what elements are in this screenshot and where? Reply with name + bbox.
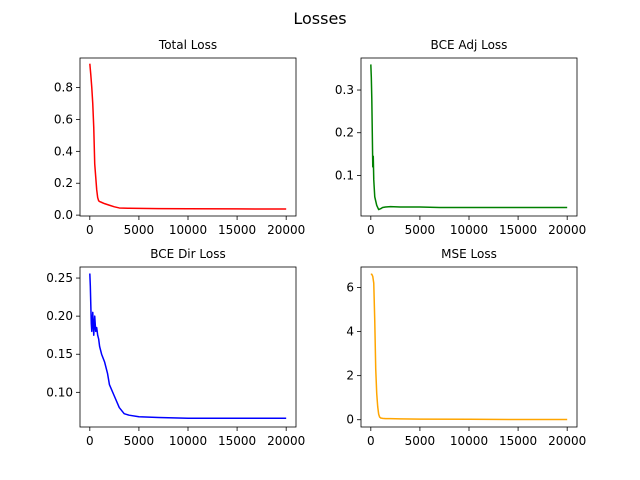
y-tick-label: 0.2 — [335, 126, 354, 140]
x-tick-label: 0 — [86, 434, 94, 448]
x-tick-label: 10000 — [169, 223, 207, 237]
x-tick-label: 20000 — [267, 434, 305, 448]
x-tick-label: 20000 — [267, 223, 305, 237]
subplot-4: MSE Loss 0 5000 10000 15000 20000 0 2 4 6 — [346, 247, 586, 448]
subplot-2: BCE Adj Loss 0 5000 10000 15000 20000 0.1 0.2 0.… — [335, 38, 586, 237]
y-tick-label: 0.15 — [46, 347, 73, 361]
x-tick-label: 10000 — [450, 434, 488, 448]
subplot-title: BCE Adj Loss — [431, 38, 508, 52]
x-tick-label: 0 — [367, 434, 375, 448]
subplot-1: Total Loss 0 5000 10000 15000 20000 0.0 0.2 0.4 0… — [54, 38, 305, 237]
y-tick-label: 0.8 — [54, 81, 73, 95]
axes-frame — [360, 57, 578, 217]
y-tick-label: 0.10 — [46, 385, 73, 399]
y-tick-label: 0.6 — [54, 112, 73, 126]
y-tick-label: 6 — [346, 280, 354, 294]
y-tick-label: 0.0 — [54, 208, 73, 222]
x-tick-label: 15000 — [218, 223, 256, 237]
x-tick-label: 5000 — [405, 223, 436, 237]
x-tick-label: 5000 — [124, 223, 155, 237]
x-tick-label: 0 — [86, 223, 94, 237]
axes-frame — [360, 266, 578, 428]
series-line — [89, 63, 287, 210]
y-tick-label: 4 — [346, 325, 354, 339]
y-tick-label: 0 — [346, 413, 354, 427]
x-tick-label: 10000 — [169, 434, 207, 448]
subplot-title: BCE Dir Loss — [150, 247, 225, 261]
y-tick-label: 0.2 — [54, 176, 73, 190]
x-tick-label: 15000 — [499, 434, 537, 448]
axes-frame — [79, 266, 297, 428]
x-tick-label: 5000 — [405, 434, 436, 448]
x-tick-label: 15000 — [499, 223, 537, 237]
subplot-3: BCE Dir Loss 0 5000 10000 15000 20000 0.10 0.15… — [46, 247, 305, 448]
y-tick-label: 0.4 — [54, 144, 73, 158]
y-tick-label: 0.25 — [46, 271, 73, 285]
figure-title: Losses — [293, 9, 346, 28]
y-tick-label: 0.1 — [335, 168, 354, 182]
y-tick-label: 0.20 — [46, 309, 73, 323]
series-line — [89, 273, 287, 419]
axes-frame — [79, 57, 297, 217]
y-tick-label: 0.3 — [335, 83, 354, 97]
subplot-title: MSE Loss — [441, 247, 497, 261]
y-tick-label: 2 — [346, 369, 354, 383]
x-tick-label: 20000 — [548, 434, 586, 448]
x-tick-label: 0 — [367, 223, 375, 237]
x-tick-label: 20000 — [548, 223, 586, 237]
x-tick-label: 10000 — [450, 223, 488, 237]
series-line — [370, 64, 568, 211]
x-tick-label: 5000 — [124, 434, 155, 448]
series-line — [370, 273, 568, 421]
x-tick-label: 15000 — [218, 434, 256, 448]
subplot-title: Total Loss — [158, 38, 217, 52]
